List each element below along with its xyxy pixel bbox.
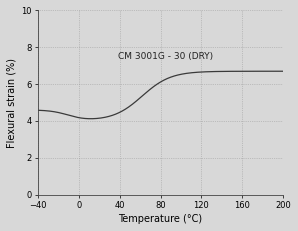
X-axis label: Temperature (°C): Temperature (°C)	[119, 214, 203, 224]
Text: CM 3001G - 30 (DRY): CM 3001G - 30 (DRY)	[118, 52, 213, 61]
Y-axis label: Flexural strain (%): Flexural strain (%)	[7, 58, 17, 148]
